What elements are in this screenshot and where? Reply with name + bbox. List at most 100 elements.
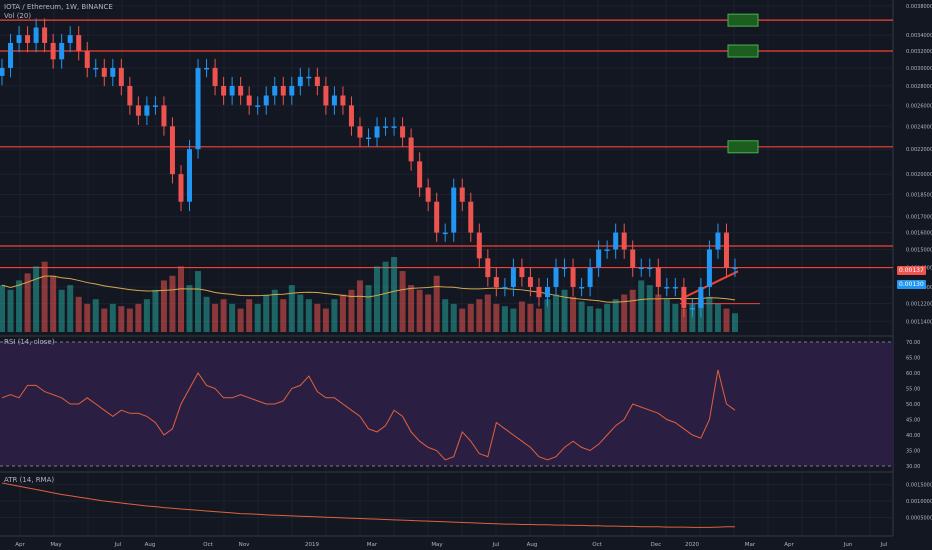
candle-body: [613, 232, 619, 250]
volume-bar: [535, 308, 542, 332]
candle-body: [229, 85, 235, 96]
candle: [84, 42, 90, 78]
candle: [178, 165, 184, 212]
volume-bar: [391, 257, 398, 332]
candle: [417, 152, 423, 197]
candle: [76, 26, 82, 61]
volume-bar: [50, 275, 57, 332]
candle: [67, 26, 73, 53]
candle-body: [451, 187, 457, 233]
candle-body: [544, 286, 550, 298]
candle-body: [706, 249, 712, 287]
rsi-tick-label: 55.00: [906, 387, 920, 393]
candle: [50, 33, 56, 69]
candle: [289, 76, 295, 105]
volume-bar: [450, 303, 457, 332]
volume-bar: [160, 280, 167, 332]
candle: [374, 117, 380, 147]
candle: [553, 258, 559, 297]
volume-bar: [433, 275, 440, 332]
candle-body: [476, 232, 482, 259]
time-tick-label: Aug: [145, 542, 156, 548]
candle: [493, 268, 499, 297]
volume-bar: [638, 280, 645, 332]
rsi-tick-label: 45.00: [906, 418, 920, 424]
volume-bar: [689, 303, 696, 332]
current-price-tag: 0.00137: [897, 266, 926, 275]
symbol-title: IOTA / Ethereum, 1W, BINANCE: [4, 3, 113, 11]
candle-body: [93, 67, 99, 70]
candle-body: [152, 105, 158, 107]
candle-body: [647, 267, 653, 270]
candle-body: [587, 267, 593, 287]
time-tick-label: May: [50, 542, 62, 548]
candle: [366, 128, 371, 147]
candle-body: [135, 105, 141, 116]
candle-body: [681, 286, 687, 308]
time-tick-label: Dec: [651, 542, 662, 548]
candle: [152, 96, 158, 115]
candle: [544, 277, 550, 307]
volume-bar: [570, 296, 577, 332]
candle-body: [16, 35, 22, 43]
candle-body: [425, 187, 431, 202]
volume-bar: [280, 299, 287, 332]
volume-bar: [297, 294, 304, 332]
rsi-line: [1, 369, 736, 461]
volume-bar: [501, 306, 508, 332]
volume-bar: [135, 303, 142, 332]
candle-body: [272, 85, 278, 96]
candle: [519, 258, 525, 287]
candle: [400, 117, 406, 147]
candle-body: [195, 67, 201, 150]
candle-body: [527, 277, 533, 287]
candle-body: [144, 105, 150, 116]
volume-bar: [356, 280, 363, 332]
candle: [93, 58, 99, 78]
volume-bar: [109, 303, 116, 332]
volume-bar: [408, 285, 415, 332]
candle-body: [212, 67, 218, 86]
volume-bar: [271, 289, 278, 332]
volume-bar: [553, 294, 560, 332]
volume-bar: [24, 273, 31, 332]
candle-body: [596, 249, 602, 268]
candle-body: [314, 76, 320, 86]
volume-bar: [84, 303, 91, 332]
candle: [664, 277, 670, 297]
candle-body: [42, 27, 48, 43]
candle-body: [400, 126, 406, 138]
candle: [331, 86, 337, 115]
candle: [510, 258, 516, 297]
candle: [732, 258, 738, 277]
candle-body: [434, 201, 440, 233]
candle: [630, 240, 636, 277]
target-box: [727, 140, 759, 154]
candle-body: [246, 95, 252, 106]
candle: [357, 117, 363, 147]
candle-body: [50, 42, 56, 60]
candle: [502, 277, 508, 297]
time-tick-label: Jul: [880, 542, 888, 548]
candle: [212, 58, 218, 96]
volume-bar: [604, 303, 611, 332]
target-box: [727, 44, 759, 58]
candle: [459, 178, 465, 212]
candle: [110, 58, 116, 87]
target-box: [727, 13, 759, 27]
volume-bar: [220, 299, 227, 332]
volume-bar: [706, 296, 713, 332]
volume-bar: [41, 261, 48, 332]
volume-bar: [399, 271, 406, 332]
candle: [255, 96, 261, 115]
candle: [655, 258, 661, 297]
candle: [698, 277, 704, 318]
candle: [187, 140, 193, 212]
price-tick-label: 0.00114000: [906, 319, 932, 325]
candle-body: [374, 126, 380, 138]
candle-body: [510, 267, 516, 287]
